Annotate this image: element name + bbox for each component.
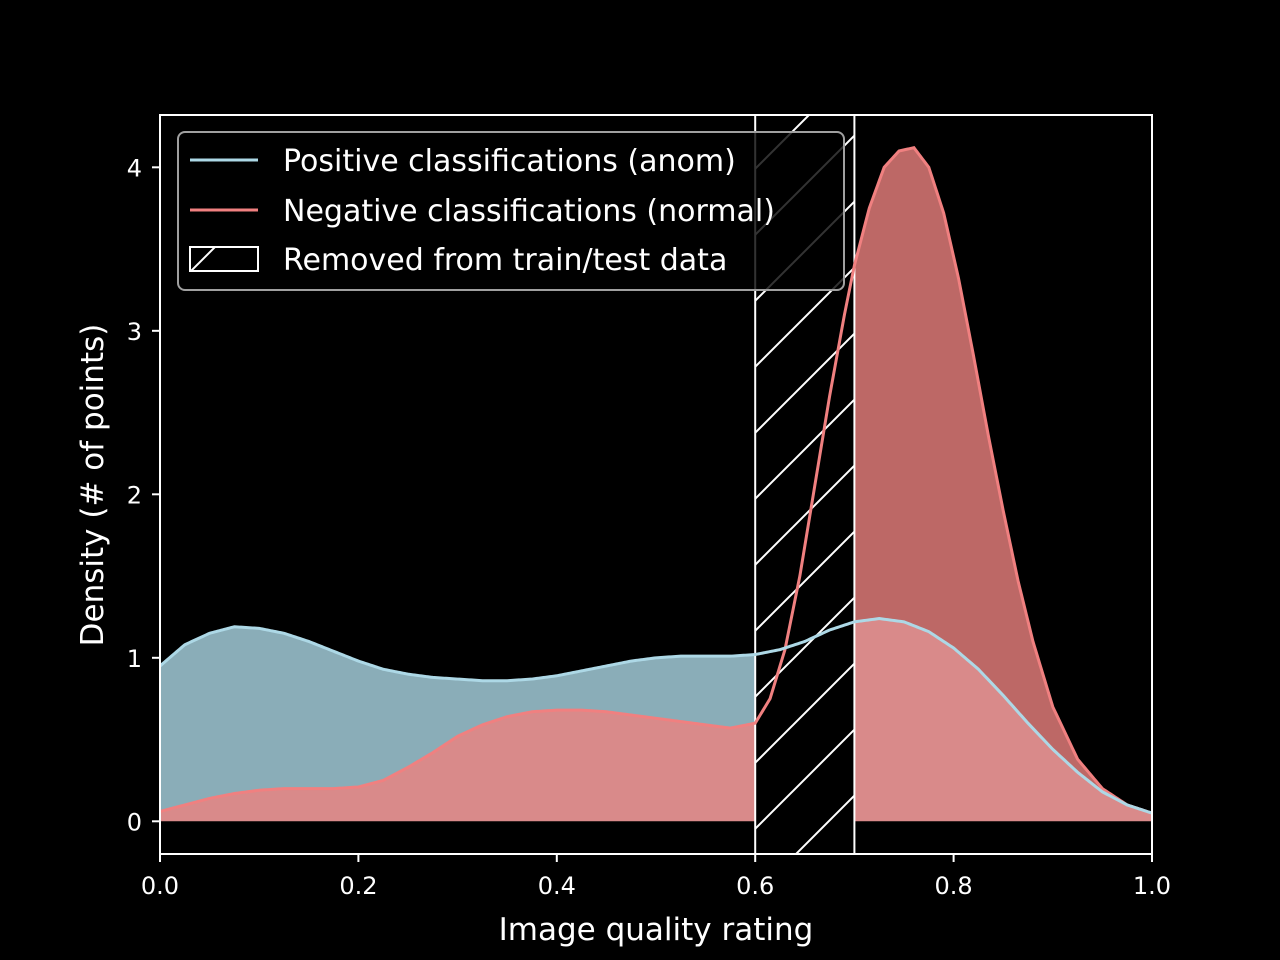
legend-label-removed: Removed from train/test data xyxy=(283,243,727,278)
x-tick-label: 0.6 xyxy=(736,872,774,900)
legend-box xyxy=(177,131,845,291)
area-negative-right xyxy=(854,147,1152,814)
series-line-positive xyxy=(160,617,1152,815)
area-overlap-right xyxy=(854,618,1152,822)
y-tick-label: 1 xyxy=(127,645,142,673)
legend-label-negative: Negative classifications (normal) xyxy=(283,194,775,229)
x-tick-label: 0.0 xyxy=(141,872,179,900)
y-tick-label: 3 xyxy=(127,318,142,346)
legend-swatch-removed xyxy=(189,246,259,272)
x-tick-label: 1.0 xyxy=(1133,872,1171,900)
legend: Positive classifications (anom) Negative… xyxy=(177,131,845,291)
series-line-negative xyxy=(160,146,1152,815)
area-positive-left xyxy=(160,626,756,812)
area-negative-left xyxy=(160,710,756,822)
axes-ticks: 0.0 0.2 0.4 0.6 0.8 1.0 0 1 2 3 4 xyxy=(127,154,1171,900)
x-tick-label: 0.2 xyxy=(339,872,377,900)
y-tick-label: 4 xyxy=(127,154,142,182)
legend-label-positive: Positive classifications (anom) xyxy=(283,144,736,179)
x-axis-label: Image quality rating xyxy=(499,912,814,948)
x-tick-label: 0.8 xyxy=(935,872,973,900)
y-tick-label: 2 xyxy=(127,481,142,509)
plot-frame xyxy=(159,114,1153,855)
x-tick-label: 0.4 xyxy=(538,872,576,900)
y-tick-label: 0 xyxy=(127,808,142,836)
y-axis-label: Density (# of points) xyxy=(75,324,111,647)
